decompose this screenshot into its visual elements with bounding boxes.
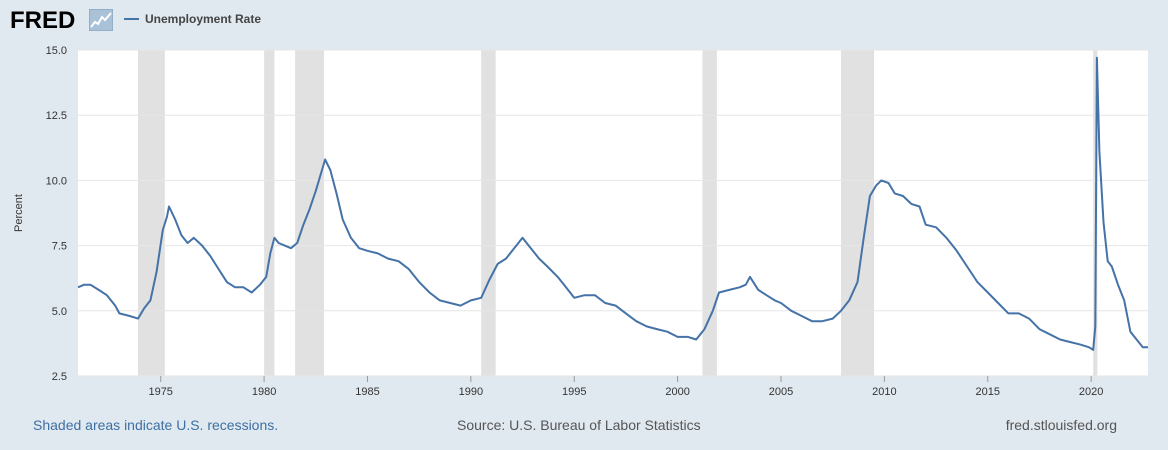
fred-logo-icon	[89, 9, 113, 31]
x-tick-label: 2010	[872, 386, 896, 398]
recession-band	[840, 50, 875, 376]
legend-label: Unemployment Rate	[145, 12, 262, 26]
recession-band	[295, 50, 325, 376]
x-tick-label: 1980	[252, 386, 276, 398]
recession-bands	[137, 50, 1098, 376]
fred-logo[interactable]: FRED	[10, 7, 76, 34]
chart-legend: Unemployment Rate	[124, 11, 261, 27]
y-tick-label: 2.5	[52, 371, 67, 383]
y-axis-ticks: 2.5 5.0 7.5 10.0 12.5 15.0	[46, 45, 67, 383]
x-tick-label: 1985	[355, 386, 379, 398]
x-tick-label: 2000	[665, 386, 689, 398]
y-tick-label: 7.5	[52, 241, 67, 253]
site-link[interactable]: fred.stlouisfed.org	[1005, 417, 1117, 433]
legend-line-swatch	[124, 18, 139, 20]
y-tick-label: 15.0	[46, 45, 67, 57]
recession-band	[137, 50, 165, 376]
series-line-unemployment-rate	[77, 56, 1148, 351]
series-layer	[77, 56, 1148, 351]
x-tick-label: 1995	[562, 386, 586, 398]
recession-band	[481, 50, 496, 376]
source-note: Source: U.S. Bureau of Labor Statistics	[457, 417, 701, 433]
gridlines	[78, 49, 1148, 377]
y-tick-label: 10.0	[46, 175, 67, 187]
y-tick-label: 5.0	[52, 306, 67, 318]
x-tick-label: 2015	[976, 386, 1000, 398]
recession-band	[264, 50, 275, 376]
y-tick-label: 12.5	[46, 110, 67, 122]
x-tick-label: 1990	[459, 386, 483, 398]
x-tick-label: 2005	[769, 386, 793, 398]
plot-area	[78, 50, 1148, 376]
x-tick-label: 1975	[148, 386, 172, 398]
x-axis-ticks: 1975 1980 1985 1990 1995 2000 2005 2010 2015 2020	[148, 376, 1103, 398]
x-tick-label: 2020	[1079, 386, 1103, 398]
recession-band	[702, 50, 717, 376]
y-axis-title: Percent	[13, 194, 25, 232]
recession-note-link[interactable]: Shaded areas indicate U.S. recessions.	[33, 417, 279, 433]
